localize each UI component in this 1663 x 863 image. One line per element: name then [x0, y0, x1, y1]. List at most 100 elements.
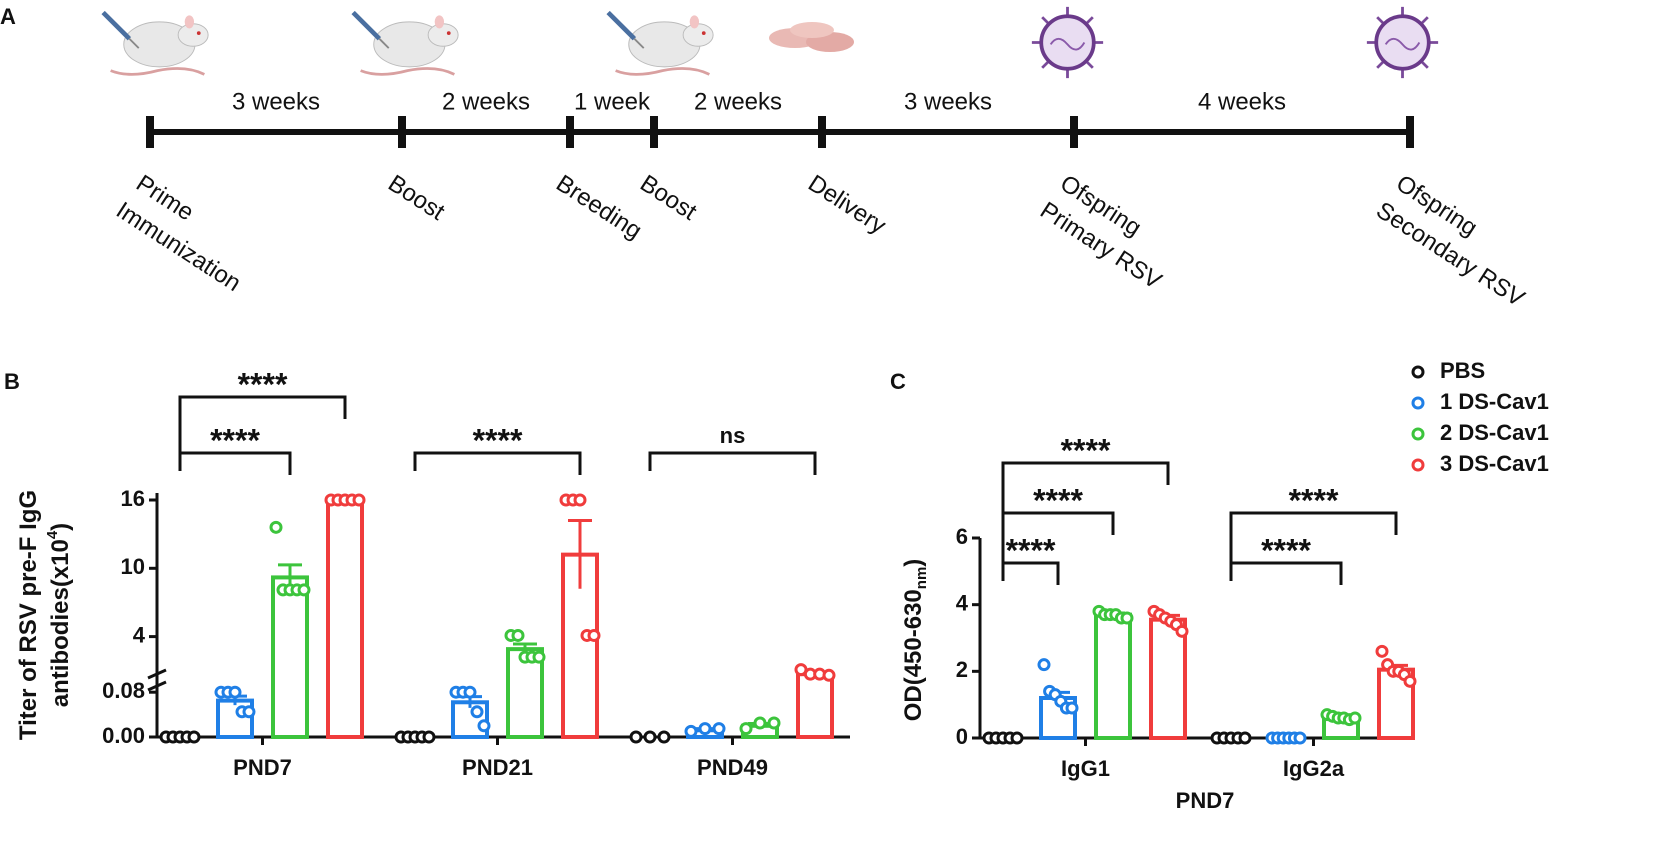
legend-marker	[1411, 365, 1425, 379]
data-point	[242, 705, 256, 719]
error-bar	[568, 518, 592, 589]
significance-label: ****	[238, 366, 288, 402]
interval-label: 2 weeks	[694, 88, 782, 115]
y-axis-label-sup: 4	[44, 530, 61, 539]
legend-marker	[1411, 427, 1425, 441]
interval-label: 4 weeks	[1198, 88, 1286, 115]
x-axis-label: PND7	[1176, 788, 1235, 813]
significance-bracket	[178, 395, 347, 471]
data-point	[511, 628, 525, 642]
interval-label: 3 weeks	[904, 88, 992, 115]
legend-label: 1 DS-Cav1	[1440, 389, 1549, 414]
legend-label: PBS	[1440, 358, 1485, 383]
data-point	[587, 628, 601, 642]
legend-label: 2 DS-Cav1	[1440, 420, 1549, 445]
y-axis-label-part: )	[47, 523, 74, 531]
timeline-interval	[570, 129, 654, 135]
rat-icon	[103, 13, 208, 75]
data-point	[822, 668, 836, 682]
data-point	[712, 722, 726, 736]
data-point	[532, 650, 546, 664]
significance-label: ****	[1033, 482, 1083, 518]
y-tick-label: 4	[133, 622, 146, 647]
y-axis-label-line: Titer of RSV pre-F IgG	[15, 490, 42, 740]
bar	[326, 498, 364, 739]
interval-label: 2 weeks	[442, 88, 530, 115]
x-tick-label: PND7	[233, 755, 292, 780]
event-label: Boost	[635, 170, 701, 226]
timeline-interval	[150, 129, 402, 135]
data-point	[1375, 644, 1389, 658]
y-tick-label: 2	[956, 657, 968, 682]
event-label: Delivery	[803, 170, 890, 240]
y-tick-label: 4	[956, 590, 969, 615]
interval-label: 1 week	[574, 88, 651, 115]
y-tick-label: 0.00	[102, 723, 145, 748]
bar	[1094, 612, 1132, 741]
y-axis-label-part: OD(450-630	[900, 589, 927, 721]
data-point	[422, 730, 436, 744]
data-point	[187, 730, 201, 744]
event-label: Boost	[383, 170, 449, 226]
y-tick-label: 0.08	[102, 678, 145, 703]
data-point	[739, 722, 753, 736]
data-point	[1348, 711, 1362, 725]
data-point	[1175, 624, 1189, 638]
significance-bracket	[1001, 461, 1170, 581]
data-point	[1010, 731, 1024, 745]
significance-label: ns	[720, 423, 746, 448]
data-point	[1403, 674, 1417, 688]
data-point	[573, 493, 587, 507]
y-tick-label: 6	[956, 524, 968, 549]
data-point	[1293, 731, 1307, 745]
legend-marker	[1411, 396, 1425, 410]
data-point	[228, 685, 242, 699]
panel-label: B	[4, 369, 20, 394]
data-point	[477, 719, 491, 733]
timeline-interval	[402, 129, 570, 135]
data-point	[698, 722, 712, 736]
data-point	[269, 520, 283, 534]
y-tick-label: 10	[121, 554, 145, 579]
y-axis-label: OD(450-630nm)	[900, 559, 930, 722]
significance-bracket	[1229, 511, 1398, 581]
y-axis-label-sub: nm	[913, 567, 930, 590]
data-point	[753, 716, 767, 730]
pups-icon	[769, 22, 854, 52]
legend-marker	[1411, 458, 1425, 472]
y-tick-label: 16	[121, 486, 145, 511]
y-axis-label-part: )	[900, 559, 927, 567]
data-point	[470, 705, 484, 719]
significance-label: ****	[210, 422, 260, 458]
x-tick-label: PND21	[462, 755, 533, 780]
y-tick-label: 0	[956, 724, 968, 749]
data-point	[767, 716, 781, 730]
significance-label: ****	[1261, 532, 1311, 568]
timeline-interval	[1074, 129, 1410, 135]
significance-label: ****	[1061, 432, 1111, 468]
significance-bracket	[413, 451, 582, 475]
rat-icon	[353, 13, 458, 75]
y-axis-label: antibodies(x104)	[44, 523, 74, 707]
panel-label: C	[890, 369, 906, 394]
bar	[271, 575, 309, 740]
data-point	[657, 730, 671, 744]
significance-label: ****	[1289, 482, 1339, 518]
y-axis-label: Titer of RSV pre-F IgG	[15, 490, 42, 740]
virus-icon	[1365, 5, 1440, 80]
significance-label: ****	[1006, 532, 1056, 568]
data-point	[684, 724, 698, 738]
panel-label: A	[0, 4, 16, 29]
bar	[796, 672, 834, 739]
data-point	[643, 730, 657, 744]
rat-icon	[608, 13, 713, 75]
virus-icon	[1030, 5, 1105, 80]
event-label: Breeding	[551, 170, 646, 245]
interval-label: 3 weeks	[232, 88, 320, 115]
y-axis-label-part: antibodies(x10	[47, 539, 74, 707]
data-point	[1238, 731, 1252, 745]
data-point	[297, 583, 311, 597]
timeline-interval	[822, 129, 1074, 135]
data-point	[629, 730, 643, 744]
